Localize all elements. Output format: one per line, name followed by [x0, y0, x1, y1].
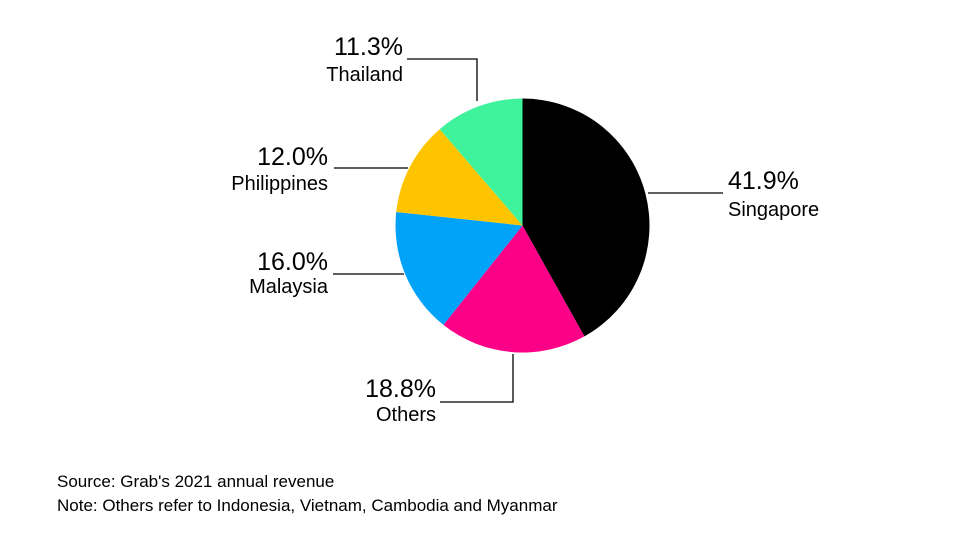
label-name-others: Others	[376, 404, 436, 426]
leader-lines	[333, 58, 723, 403]
footnote: Source: Grab's 2021 annual revenue Note:…	[57, 470, 558, 518]
label-value-philippines: 12.0%	[257, 143, 328, 171]
label-name-philippines: Philippines	[231, 173, 328, 195]
label-name-malaysia: Malaysia	[249, 276, 329, 298]
pie-slice-others	[443, 225, 585, 353]
leader-line-thailand	[407, 58, 478, 101]
source-text: Source: Grab's 2021 annual revenue	[57, 472, 335, 491]
label-value-others: 18.8%	[365, 375, 436, 403]
pie-slice-singapore	[522, 98, 650, 337]
label-value-singapore: 41.9%	[728, 167, 799, 195]
label-value-thailand: 11.3%	[334, 33, 403, 61]
pie-slice-thailand	[439, 98, 523, 226]
leader-line-others	[440, 354, 514, 403]
label-name-thailand: Thailand	[326, 64, 403, 86]
pie-slices	[395, 98, 650, 353]
pie-slice-philippines	[396, 129, 523, 226]
pie-slice-malaysia	[395, 211, 523, 325]
slice-labels: 41.9% Singapore 18.8%Others 16.0%Malaysia 12…	[231, 33, 819, 426]
label-name-singapore: Singapore	[728, 199, 819, 221]
label-value-malaysia: 16.0%	[257, 248, 328, 276]
note-text: Note: Others refer to Indonesia, Vietnam…	[57, 496, 558, 515]
